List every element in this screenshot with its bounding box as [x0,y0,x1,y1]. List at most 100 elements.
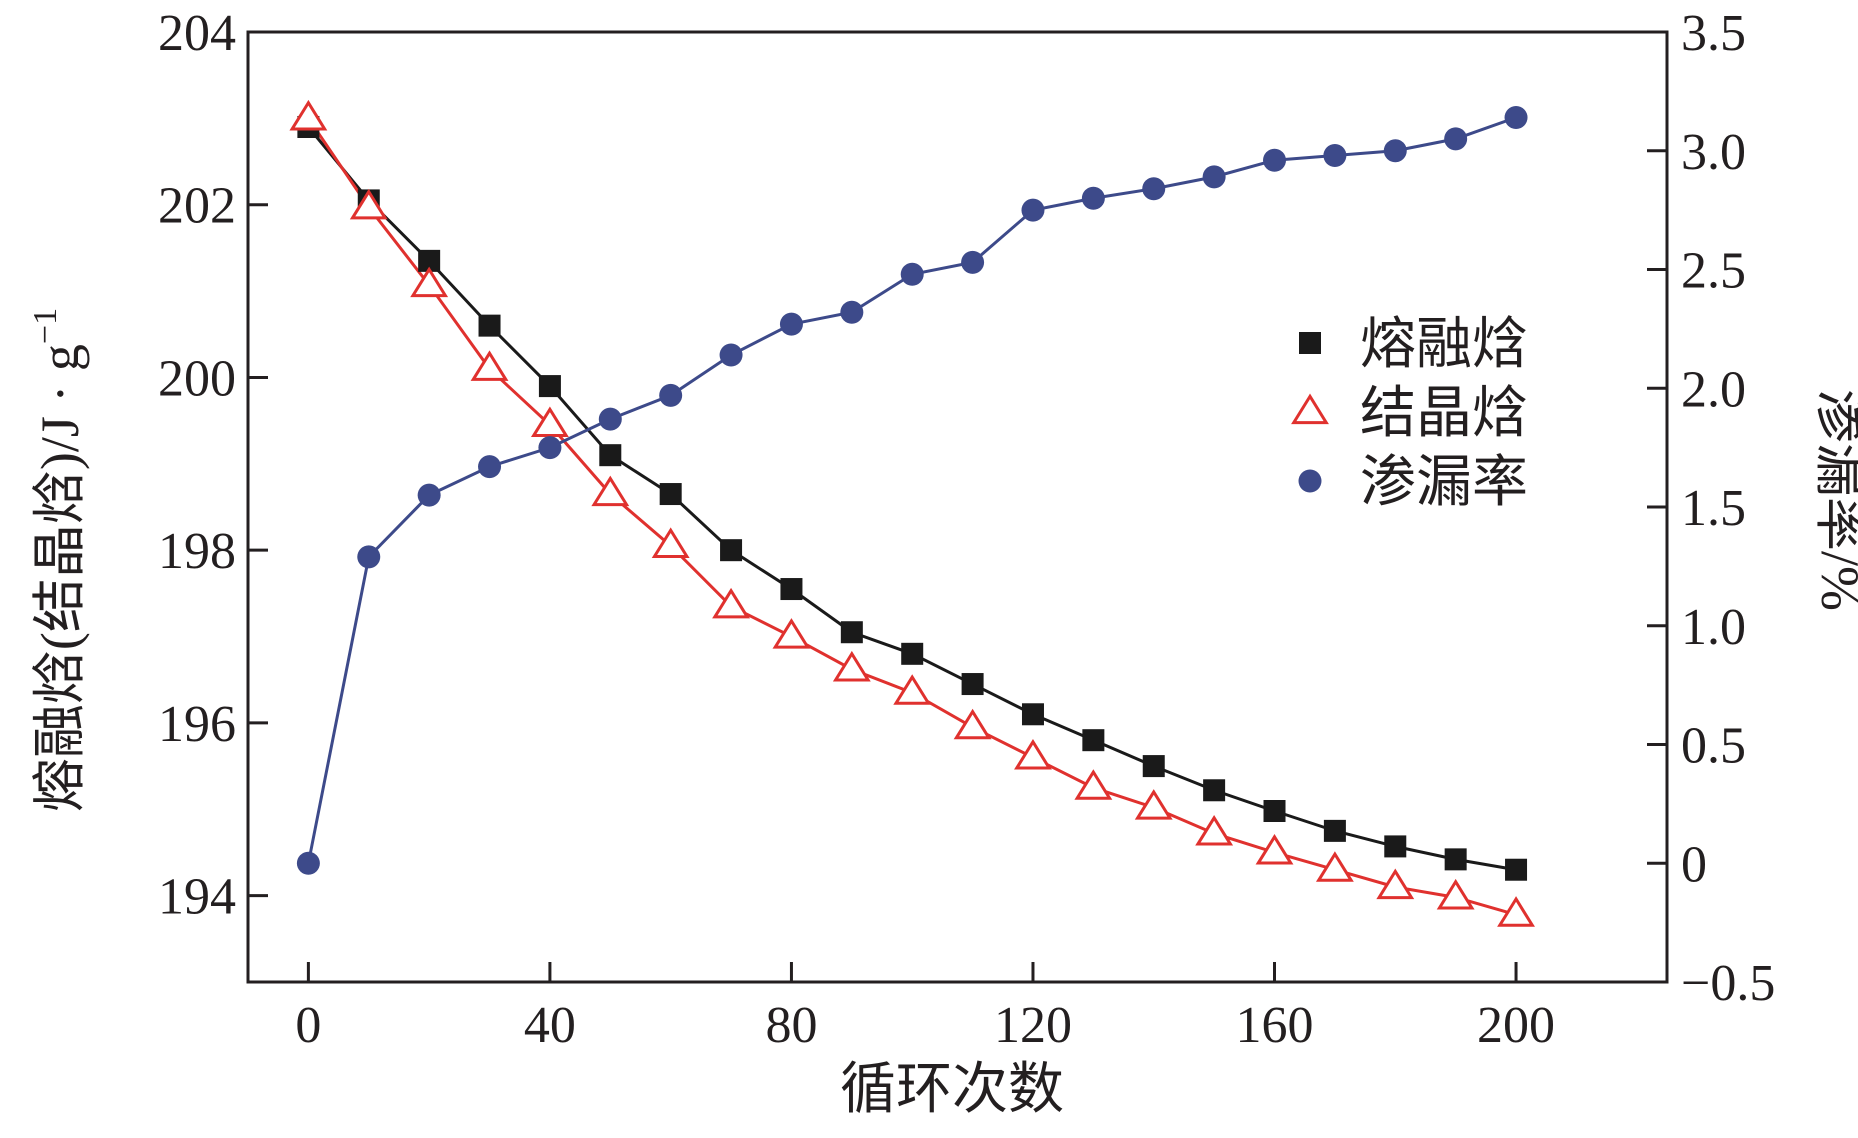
y-left-tick-label: 194 [158,869,236,926]
y-axis-right-label: 渗漏率/% [1810,389,1858,611]
x-tick-label: 200 [1477,997,1555,1054]
y-right-tick-label: 1.0 [1681,599,1746,656]
series-3-point [1504,106,1528,129]
series-1-point [418,249,441,272]
series-3-point [659,383,683,407]
legend-marker-1 [1299,332,1321,354]
series-2-point [1014,738,1052,770]
series-3-point [1263,148,1287,172]
series-2-point [772,618,811,649]
x-tick-label: 0 [295,997,321,1054]
series-3-point [1383,139,1407,163]
series-2-point [289,99,328,131]
series-3-point [1021,198,1045,222]
series-3-point [1202,165,1226,189]
series-2-point [470,350,509,381]
x-tick-label: 120 [994,997,1072,1054]
series-1-point [538,375,561,398]
series-1-point [1384,835,1407,858]
legend-marker-2 [1291,393,1329,425]
series-2-point [1436,878,1475,910]
series-2-line [307,117,1517,917]
series-1-point [1505,858,1528,881]
series-3-point [1142,177,1166,201]
series-2-point [1074,769,1113,800]
series-2-point [893,674,932,705]
legend-label-3: 渗漏率 [1360,452,1528,514]
series-1-point [659,483,682,506]
series-1-point [1323,819,1346,842]
y-right-tick-label: 2.0 [1681,361,1746,418]
series-2-point [349,188,388,220]
legend-label-1: 熔融焓 [1360,314,1528,376]
series-2-point [1376,868,1415,900]
series-3-point [357,545,381,569]
series-1-point [599,444,622,467]
series-2-point [1195,814,1234,846]
series-2-point [1315,851,1354,882]
series-3-point [840,300,864,324]
series-2-point [1134,789,1173,820]
series-3-point [478,455,502,479]
series-3-point [779,312,803,336]
series-3-point [598,407,622,431]
series-2-point [832,650,871,682]
series-markers-layer [289,99,1535,927]
y-left-tick-label: 204 [158,5,236,62]
x-axis-label: 循环次数 [840,1059,1064,1121]
series-3-point [538,436,562,460]
series-1-line [307,126,1517,872]
series-2-point [410,266,449,298]
y-right-tick-label: 3.5 [1681,5,1746,62]
series-lines-layer [306,116,1517,917]
series-1-point [780,578,803,601]
y-right-tick-label: −0.5 [1681,955,1775,1012]
series-1-point [901,642,924,665]
series-2-point [712,587,750,619]
y-right-tick-label: 1.5 [1681,480,1746,537]
series-1-point [1263,800,1286,822]
series-1-point [961,673,984,696]
series-2-point [953,708,992,740]
series-1-point [840,621,863,644]
series-3-line [306,116,1517,864]
axis-labels-layer: 循环次数 熔融焓(结晶焓)/J · g−1 渗漏率/% [27,308,1858,1121]
axes-layer: 0 40 80 120 160 200 194 196 198 200 202 204 −0.5 0 0.5… [158,5,1775,1054]
y-axis-left-label: 熔融焓(结晶焓)/J · g−1 [27,308,90,812]
x-tick-label: 160 [1236,997,1314,1054]
series-1-point [1142,755,1165,778]
series-3-point [296,851,320,875]
y-left-tick-label: 202 [158,178,236,235]
y-left-tick-label: 198 [158,523,236,580]
series-2-point [591,475,630,507]
y-left-tick-label: 200 [158,350,236,407]
y-axis-left-label-text: 熔融焓(结晶焓)/J · g [30,344,90,812]
series-1-point [1203,779,1226,802]
series-3-point [1323,144,1347,167]
series-1-point [478,314,501,337]
y-axis-left-label-superscript: −1 [27,308,64,344]
series-2-point [1497,896,1535,927]
series-1-point [1021,703,1044,726]
y-right-tick-label: 3.0 [1681,124,1746,181]
x-tick-label: 80 [765,997,817,1054]
y-right-tick-label: 0 [1681,836,1707,893]
series-3-point [900,262,924,286]
series-3-point [417,483,441,507]
series-1-point [1082,729,1105,752]
series-3-point [961,250,985,274]
y-left-tick-label: 196 [158,696,236,753]
legend-label-2: 结晶焓 [1360,383,1528,445]
series-3-point [719,343,743,367]
series-2-point [530,406,569,438]
series-3-point [1444,127,1468,151]
series-2-point [651,527,690,558]
y-right-tick-label: 0.5 [1681,718,1746,775]
series-1-point [720,539,743,562]
series-2-point [1255,833,1294,865]
series-3-point [1081,186,1105,210]
series-1-point [1444,848,1467,871]
